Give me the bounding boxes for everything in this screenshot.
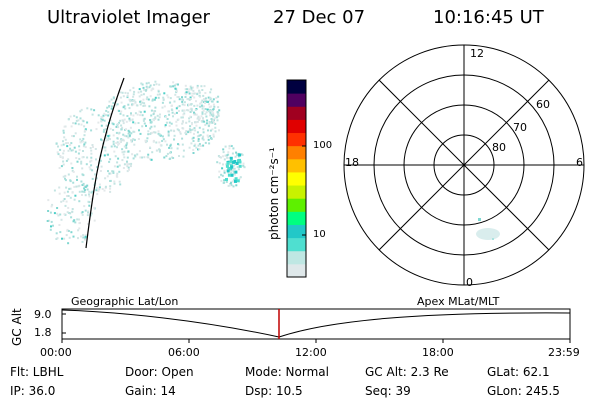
gc-alt-info: GC Alt: 2.3 Re — [365, 365, 449, 379]
terminator-line — [85, 77, 125, 249]
xtick-label-3: 18:00 — [422, 346, 454, 359]
colorbar-segment — [287, 158, 306, 173]
door-info: Door: Open — [125, 365, 194, 379]
lat-label-80: 80 — [492, 141, 506, 154]
glat-info: GLat: 62.1 — [487, 365, 550, 379]
colorbar-segment — [287, 132, 306, 147]
xtick-label-2: 12:00 — [295, 346, 327, 359]
lat-label-60: 60 — [536, 98, 550, 111]
colorbar-segment — [287, 198, 306, 212]
colorbar-tick-label-10: 10 — [313, 229, 326, 240]
colorbar-segment — [287, 211, 306, 225]
colorbar-segment — [287, 106, 306, 120]
mlt-label-0: 0 — [466, 276, 473, 289]
glon-info: GLon: 245.5 — [487, 384, 560, 398]
ytick-label-1-8: 1.8 — [34, 326, 52, 339]
altitude-curve — [61, 309, 571, 338]
ytick-label-9: 9.0 — [34, 308, 52, 321]
xtick-label-1: 06:00 — [168, 346, 200, 359]
colorbar — [287, 80, 306, 278]
colorbar-segment — [287, 80, 306, 94]
lat-label-70: 70 — [513, 121, 527, 134]
colorbar-segment — [287, 263, 306, 278]
xtick-label-4: 23:59 — [548, 346, 580, 359]
time-label: 10:16:45 UT — [433, 7, 544, 28]
filter-info: Flt: LBHL — [10, 365, 64, 379]
colorbar-frame — [286, 79, 307, 278]
seq-info: Seq: 39 — [365, 384, 411, 398]
colorbar-tick-label-100: 100 — [313, 140, 333, 151]
date-label: 27 Dec 07 — [273, 7, 366, 28]
ip-info: IP: 36.0 — [10, 384, 56, 398]
mlt-label-6: 6 — [576, 156, 583, 169]
polar-diagonal-2 — [378, 79, 550, 251]
geographic-image — [46, 80, 246, 245]
colorbar-segment — [287, 145, 306, 160]
colorbar-segment — [287, 185, 306, 199]
apex-label: Apex MLat/MLT — [417, 295, 500, 308]
dsp-info: Dsp: 10.5 — [245, 384, 303, 398]
timeline-ylabel: GC Alt — [10, 308, 24, 346]
colorbar-segment — [287, 93, 306, 107]
mlt-label-12: 12 — [470, 47, 484, 60]
xtick-label-0: 00:00 — [40, 346, 72, 359]
colorbar-segment — [287, 171, 306, 186]
geographic-label: Geographic Lat/Lon — [71, 295, 179, 308]
polar-aurora-patch — [476, 218, 500, 240]
instrument-title: Ultraviolet Imager — [47, 7, 210, 28]
colorbar-segment — [287, 250, 306, 265]
polar-plot — [343, 44, 585, 286]
gain-info: Gain: 14 — [125, 384, 176, 398]
mode-info: Mode: Normal — [245, 365, 329, 379]
mlt-label-18: 18 — [345, 156, 359, 169]
colorbar-segment — [287, 224, 306, 239]
colorbar-label: photon cm⁻²s⁻¹ — [267, 147, 281, 240]
colorbar-segment — [287, 119, 306, 134]
colorbar-segment — [287, 237, 306, 252]
